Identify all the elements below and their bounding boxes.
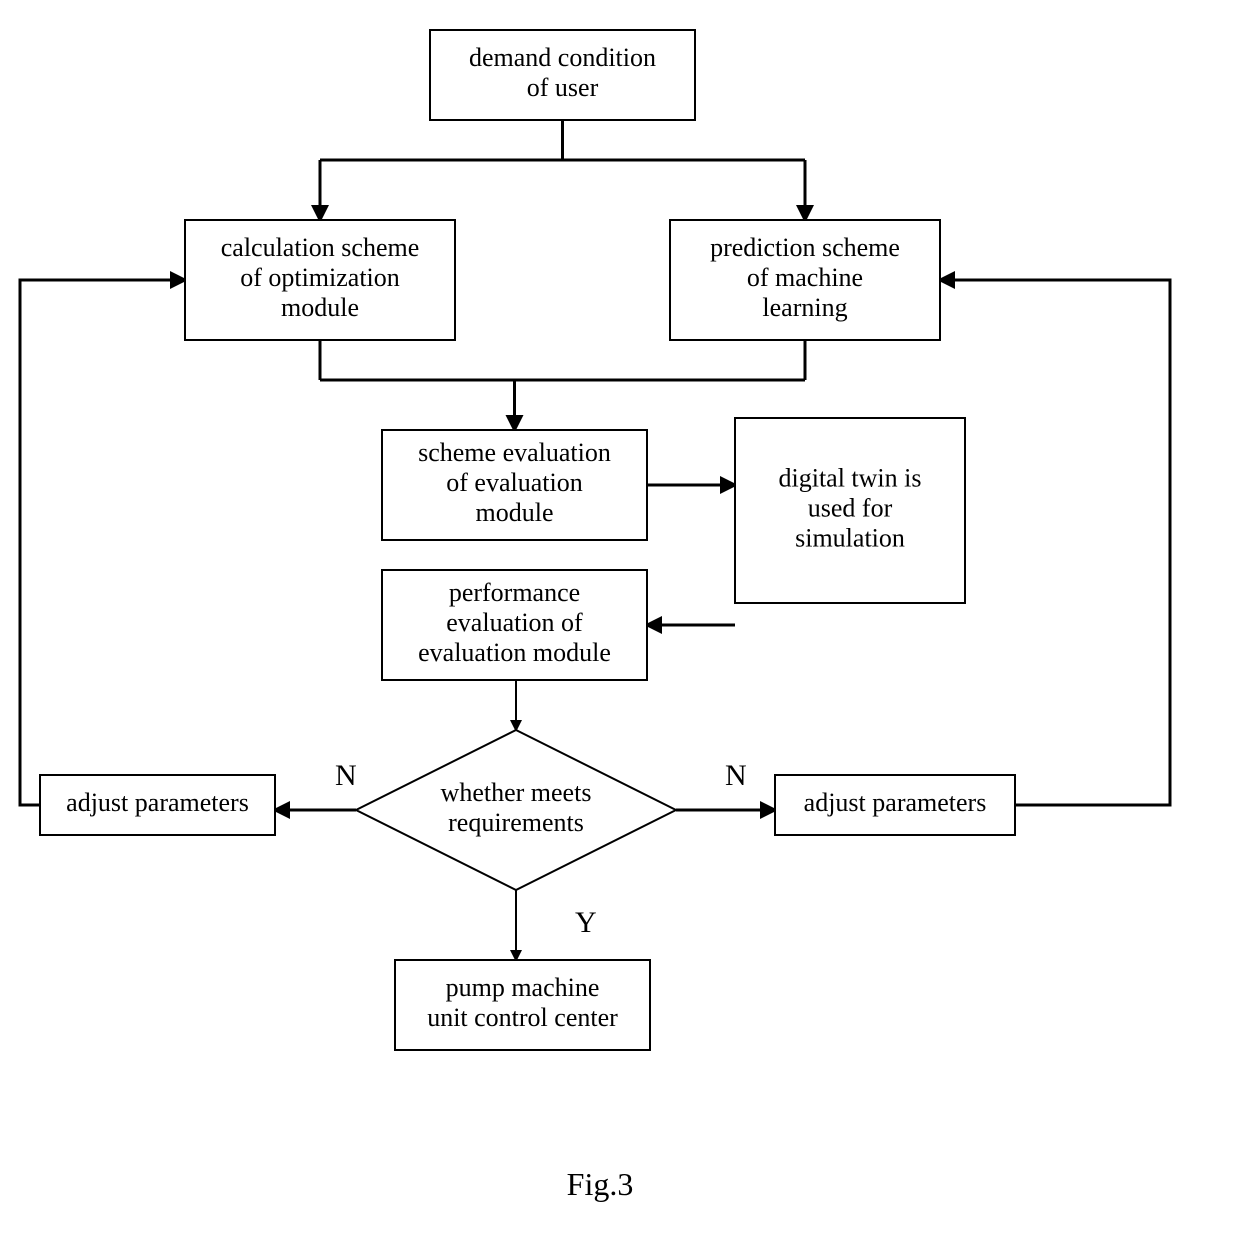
node-pump: pump machineunit control center: [395, 960, 650, 1050]
node-label-decision: whether meetsrequirements: [441, 778, 592, 837]
edge-label-2: Y: [575, 906, 597, 939]
nodes-layer: demand conditionof user calculation schem…: [40, 30, 1015, 1050]
node-decision: whether meetsrequirements: [356, 730, 676, 890]
edge-label-0: N: [335, 759, 357, 792]
node-scheme_ev: scheme evaluationof evaluationmodule: [382, 430, 647, 540]
node-pred: prediction schemeof machinelearning: [670, 220, 940, 340]
figure-caption: Fig.3: [567, 1166, 634, 1202]
node-label-pump: pump machineunit control center: [427, 973, 618, 1032]
node-label-adj_left: adjust parameters: [66, 788, 249, 817]
node-twin: digital twin isused forsimulation: [735, 418, 965, 603]
edge-adjleft-to-calc: [20, 280, 185, 805]
edge-adjright-to-pred: [940, 280, 1170, 805]
node-calc: calculation schemeof optimizationmodule: [185, 220, 455, 340]
node-adj_right: adjust parameters: [775, 775, 1015, 835]
node-label-adj_right: adjust parameters: [804, 788, 987, 817]
node-perf_ev: performanceevaluation ofevaluation modul…: [382, 570, 647, 680]
edge-label-1: N: [725, 759, 747, 792]
node-demand: demand conditionof user: [430, 30, 695, 120]
node-adj_left: adjust parameters: [40, 775, 275, 835]
